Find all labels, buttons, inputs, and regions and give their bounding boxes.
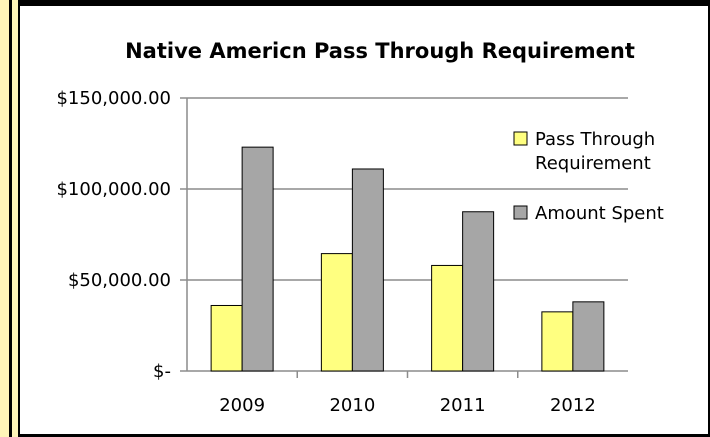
x-tick-label: 2012 bbox=[550, 395, 596, 416]
legend-swatch bbox=[514, 132, 527, 145]
bar-2012-pass-through bbox=[542, 312, 573, 371]
chart-area: Native Americn Pass Through Requirement … bbox=[20, 6, 708, 434]
x-tick-label: 2011 bbox=[440, 395, 486, 416]
chart-title: Native Americn Pass Through Requirement bbox=[125, 39, 635, 63]
legend-label: Requirement bbox=[535, 153, 651, 174]
x-tick-label: 2010 bbox=[329, 395, 375, 416]
bar-2009-pass-through bbox=[211, 305, 242, 371]
legend-label: Pass Through bbox=[535, 129, 655, 150]
bar-2010-amount-spent bbox=[352, 169, 383, 371]
bar-2011-amount-spent bbox=[463, 212, 494, 371]
legend: Pass Through Requirement Amount Spent bbox=[514, 129, 664, 224]
bars bbox=[211, 147, 604, 371]
chart-canvas: Native Americn Pass Through Requirement … bbox=[20, 6, 708, 434]
bar-2011-pass-through bbox=[432, 265, 463, 371]
bar-2010-pass-through bbox=[321, 254, 352, 371]
left-edge-line bbox=[9, 0, 12, 437]
bar-2012-amount-spent bbox=[573, 302, 604, 371]
y-tick-label: $150,000.00 bbox=[56, 88, 171, 109]
y-tick-label: $- bbox=[153, 361, 171, 382]
y-tick-label: $50,000.00 bbox=[68, 270, 171, 291]
legend-swatch bbox=[514, 206, 527, 219]
legend-label: Amount Spent bbox=[535, 203, 664, 224]
y-tick-label: $100,000.00 bbox=[56, 179, 171, 200]
bar-2009-amount-spent bbox=[242, 147, 273, 371]
x-tick-label: 2009 bbox=[219, 395, 265, 416]
